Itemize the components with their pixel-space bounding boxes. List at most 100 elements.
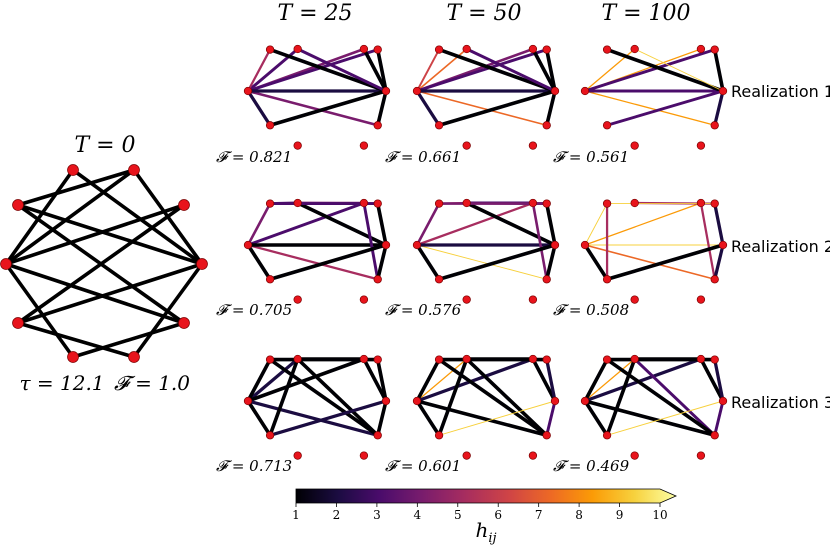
- panel-r2-c3-node-8: [630, 295, 639, 304]
- panel-r1-c1-node-2: [265, 45, 275, 54]
- panel-r1-c2-node-9: [528, 141, 538, 150]
- initial-edges: [4, 168, 204, 359]
- panel-r2-c3-node-2: [602, 199, 612, 208]
- panel-r2-c1-edge-3-6: [362, 201, 380, 281]
- panel-r3-c2-edge-2-6: [437, 357, 549, 438]
- panel-r1-c1-edge-0-5: [246, 89, 272, 127]
- initial-node-5: [12, 317, 24, 329]
- panel-r1-c2-edge-4-7: [544, 47, 557, 93]
- panel-r2-c1-node-2: [265, 199, 275, 208]
- panel-r1-c1-node-7: [381, 86, 391, 96]
- colorbar-tick-label-5: 5: [454, 508, 462, 522]
- panel-r3-c1-node-3: [359, 354, 369, 364]
- colorbar-tick-label-1: 1: [292, 508, 300, 522]
- panel-r1-c2-node-4: [542, 45, 551, 54]
- panel-r2-c1-node-8: [293, 295, 302, 304]
- panel-r2-c1-edge-0-6: [246, 243, 379, 281]
- panel-r3-c2-edge-0-2: [415, 357, 441, 403]
- panel-r1-c1-node-6: [373, 121, 382, 130]
- panel-r3-c1-node-9: [359, 451, 369, 460]
- panel-r1-c1-edge-0-4: [246, 48, 380, 93]
- panel-r2-c2-node-3: [528, 198, 538, 208]
- panel-r3-c1-node-6: [373, 431, 382, 440]
- panel-r1-c3-node-4: [710, 45, 719, 54]
- panel-r3-c1-node-1: [293, 354, 302, 364]
- panel-r3-c3-node-3: [696, 354, 706, 364]
- colorbar-bar: [295, 488, 677, 504]
- panel-r2-c2-node-7: [550, 240, 560, 250]
- initial-edge-0-3: [4, 168, 136, 266]
- panel-r2-c1-node-5: [265, 275, 275, 284]
- panel-r1-c2-edge-1-7: [465, 47, 557, 93]
- panel-r1-c2-node-5: [434, 121, 444, 130]
- panel-r1-c2-edge-6-7: [544, 89, 557, 128]
- panel-r1-c3-edge-2-7: [605, 47, 725, 93]
- colorbar-tick-label-2: 2: [333, 508, 341, 522]
- panel-r2-c1-node-6: [373, 275, 382, 284]
- colorbar-tick-label-6: 6: [494, 508, 502, 522]
- panel-r2-c2-edge-0-6: [416, 244, 548, 280]
- panel-r1-c1-node-8: [293, 141, 302, 150]
- panel-r1-c1-node-1: [293, 44, 302, 54]
- panel-r3-c3-node-4: [710, 355, 719, 364]
- panel-r3-c3-node-9: [696, 451, 706, 460]
- panel-r1-c1-node-0: [243, 86, 253, 96]
- panel-r3-c2-edge-1-6: [464, 357, 549, 438]
- panel-r3-c1-edge-0-1: [246, 357, 300, 403]
- panel-r2-c1-edge-4-7: [375, 201, 388, 247]
- colorbar-label: hij: [475, 518, 496, 545]
- panel-r3-c2: [412, 354, 560, 460]
- panel-r2-c2: [412, 198, 560, 304]
- panel-r2-c2-node-0: [412, 240, 422, 250]
- panel-r1-c3-node-0: [580, 86, 590, 96]
- panel-r2-c3-edge-0-5: [583, 243, 609, 282]
- panel-r2-c1-node-0: [243, 240, 253, 250]
- panel-r1-c1-node-3: [359, 44, 369, 54]
- panel-r3-c1-edge-0-5: [246, 399, 272, 438]
- initial-graph: T = 0 τ = 12.1 𝓕 = 1.0: [0, 133, 208, 395]
- initial-edge-8-6: [71, 321, 186, 359]
- panel-r2-c1: [243, 198, 391, 304]
- panel-r3-c2-edge-0-3: [415, 357, 535, 403]
- panel-r3-c2-node-1: [462, 354, 471, 364]
- panel-r2-c1-edge-0-5: [246, 243, 272, 282]
- panel-r1-c3-edge-0-4: [583, 48, 717, 93]
- panel-r3-c1-edge-0-2: [246, 357, 272, 403]
- panel-r3-c3-node-8: [630, 451, 639, 460]
- panel-r3-c2-edge-0-1: [416, 358, 468, 402]
- fidelity-r1-t25: 𝓕 = 0.821: [216, 148, 292, 166]
- panel-r2-c1-node-4: [373, 199, 382, 208]
- panel-r3-c1-node-8: [293, 451, 302, 460]
- panel-r2-c2-edge-1-7: [464, 201, 557, 247]
- fidelity-r2-t100: 𝓕 = 0.508: [553, 301, 629, 319]
- colorbar-tick-label-7: 7: [535, 508, 543, 522]
- panel-r2-c3-node-1: [630, 198, 639, 208]
- panel-r1-c2-edge-2-7: [437, 47, 557, 93]
- panel-r1-c2: [412, 44, 560, 150]
- panel-r1-c1-edge-1-7: [296, 47, 388, 93]
- panel-r3-c3-edge-0-3: [583, 357, 703, 403]
- fidelity-r1-t50: 𝓕 = 0.661: [385, 148, 461, 166]
- panel-r2-c3-edge-0-3: [584, 202, 702, 246]
- panel-r3-c1-edge-0-3: [246, 357, 366, 403]
- panel-r2-c3-edge-3-6: [699, 201, 716, 281]
- panel-r3-c3-edge-0-1: [584, 358, 636, 402]
- panel-r3-c2-edge-0-6: [415, 399, 549, 438]
- panel-r3-c3-edge-0-5: [583, 399, 609, 438]
- panel-r3-c2-node-5: [434, 431, 444, 440]
- panel-r3-c2-node-4: [542, 355, 551, 364]
- initial-node-7: [196, 258, 208, 270]
- panel-r2-c3-node-3: [696, 198, 706, 208]
- panel-r1-c3-node-8: [630, 141, 639, 150]
- panel-r3-c3-edge-5-7: [606, 400, 724, 436]
- panel-r1-c1-edge-3-7: [362, 47, 388, 93]
- column-title-t50: T = 50: [446, 1, 521, 26]
- colorbar-tick-label-4: 4: [414, 508, 422, 522]
- colorbar-tick-label-8: 8: [575, 508, 583, 522]
- initial-node-3: [128, 164, 140, 176]
- panel-r2-c2-node-2: [434, 199, 444, 208]
- panel-r3-c3-edge-6-7: [713, 399, 725, 437]
- panel-r1-c3-node-6: [710, 121, 719, 130]
- initial-node-8: [67, 351, 79, 363]
